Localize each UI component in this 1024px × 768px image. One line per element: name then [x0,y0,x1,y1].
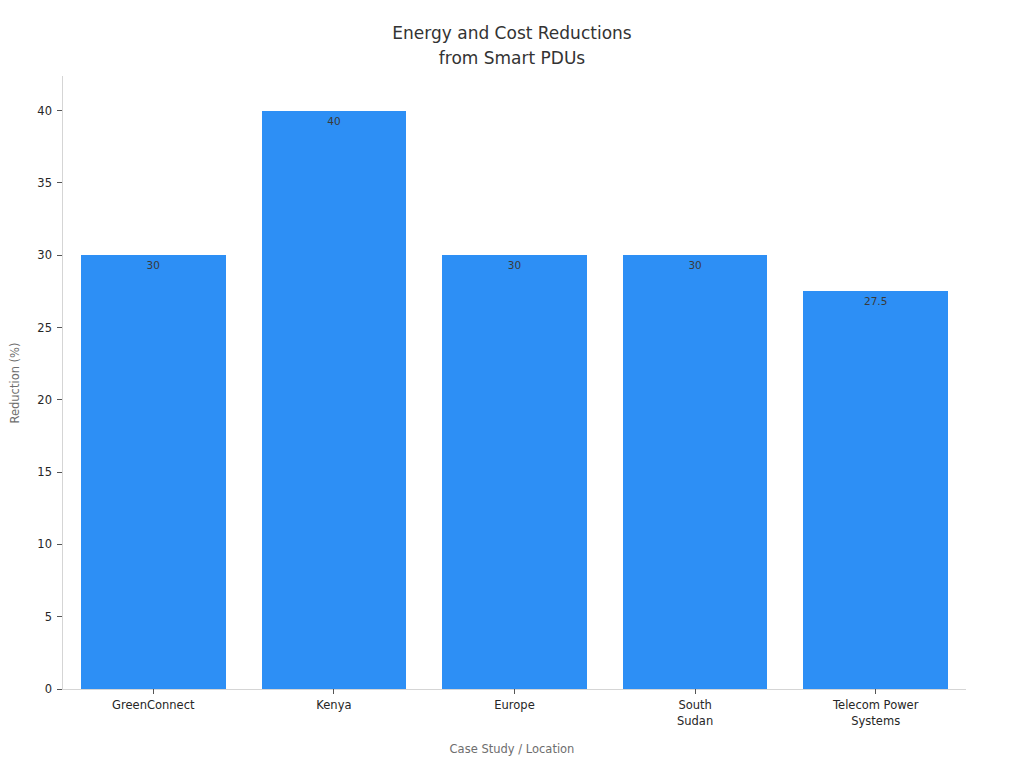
y-tick-label: 35 [37,176,52,190]
x-tick-mark [514,689,515,694]
plot-area: 051015202530354030GreenConnect40Kenya30E… [62,76,966,690]
x-tick-mark [333,689,334,694]
bar-value-label: 30 [623,259,767,271]
y-tick-mark [57,399,62,400]
bar-greenconnect: 30 [81,255,225,689]
x-tick-mark [153,689,154,694]
bar-value-label: 30 [81,259,225,271]
y-tick-mark [57,182,62,183]
x-tick-label: Telecom Power Systems [833,697,918,729]
bar-value-label: 27.5 [803,295,947,307]
y-tick-label: 5 [45,610,52,624]
bar-value-label: 40 [262,115,406,127]
y-tick-label: 40 [37,104,52,118]
x-tick-mark [695,689,696,694]
y-tick-mark [57,472,62,473]
bar-chart-figure: Energy and Cost Reductions from Smart PD… [0,0,1024,768]
y-tick-label: 25 [37,321,52,335]
x-tick-mark [875,689,876,694]
y-tick-mark [57,110,62,111]
chart-title: Energy and Cost Reductions from Smart PD… [0,21,1024,71]
x-tick-label: Europe [494,697,534,713]
bar-kenya: 40 [262,111,406,689]
y-tick-label: 15 [37,465,52,479]
bar-telecom-power-systems: 27.5 [803,291,947,689]
bar-europe: 30 [442,255,586,689]
bar-value-label: 30 [442,259,586,271]
y-tick-mark [57,327,62,328]
y-tick-mark [57,689,62,690]
y-tick-label: 30 [37,248,52,262]
y-axis-title-text: Reduction (%) [8,342,22,423]
y-tick-label: 20 [37,393,52,407]
x-tick-label: Kenya [316,697,351,713]
x-axis-title: Case Study / Location [0,742,1024,756]
x-tick-label: GreenConnect [112,697,194,713]
y-tick-mark [57,616,62,617]
y-tick-mark [57,255,62,256]
y-tick-mark [57,544,62,545]
y-tick-label: 0 [45,682,52,696]
y-tick-label: 10 [37,537,52,551]
x-tick-label: South Sudan [677,697,713,729]
bar-south-sudan: 30 [623,255,767,689]
